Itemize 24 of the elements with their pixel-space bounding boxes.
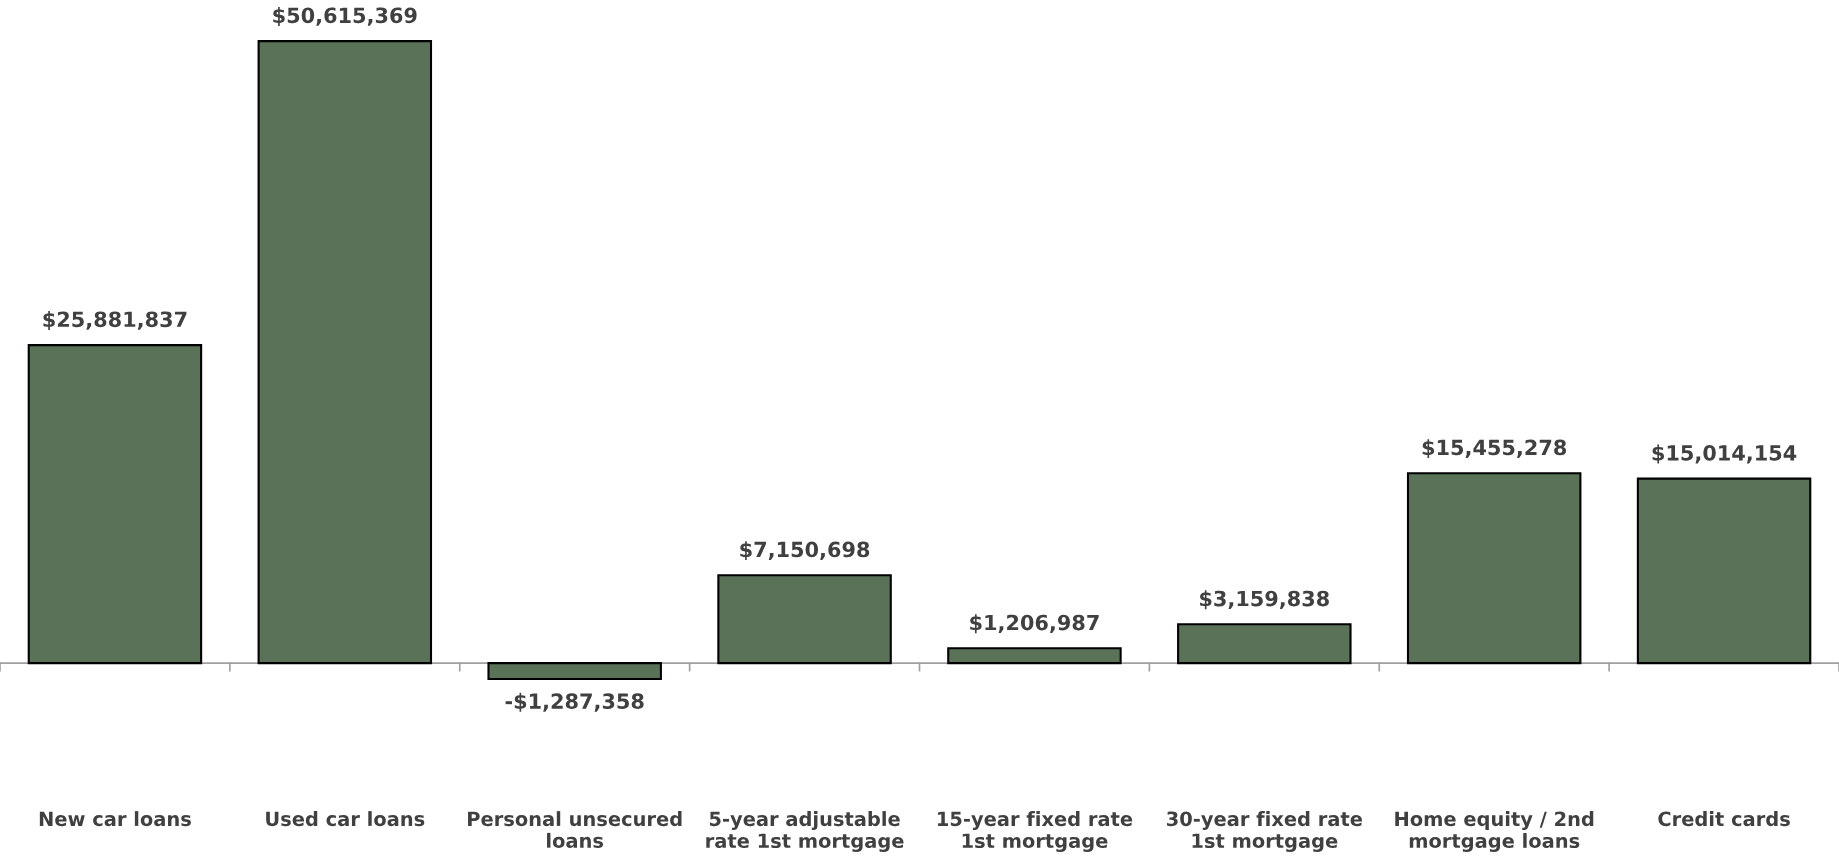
data-label: $1,206,987	[970, 614, 1099, 634]
data-label: -$1,287,358	[505, 692, 644, 712]
x-tick-label: Used car loans	[266, 811, 425, 827]
x-tick-label: Personal unsecured loans	[468, 811, 682, 848]
data-label: $25,881,837	[43, 311, 187, 330]
bar	[1406, 472, 1582, 665]
bar	[1636, 477, 1812, 665]
bar	[487, 662, 662, 681]
x-tick-label: Home equity / 2nd mortgage loans	[1395, 811, 1594, 853]
data-label: $15,455,278	[1422, 439, 1567, 459]
bar	[717, 574, 892, 665]
x-tick-label: 15-year fixed rate 1st mortgage	[938, 811, 1133, 853]
bar	[1177, 623, 1352, 665]
bar	[947, 647, 1122, 665]
data-label: $50,615,369	[273, 7, 417, 26]
x-tick-label: Credit cards	[1658, 811, 1790, 827]
data-label: $7,150,698	[740, 541, 870, 561]
x-tick-label: New car loans	[39, 811, 191, 827]
x-tick-label: 5-year adjustable rate 1st mortgage	[706, 811, 904, 853]
data-label: $3,159,838	[1200, 590, 1329, 610]
bar	[27, 344, 203, 665]
x-tick-label: 30-year fixed rate 1st mortgage	[1167, 811, 1362, 853]
bar	[257, 40, 433, 665]
data-label: $15,014,154	[1652, 444, 1797, 464]
